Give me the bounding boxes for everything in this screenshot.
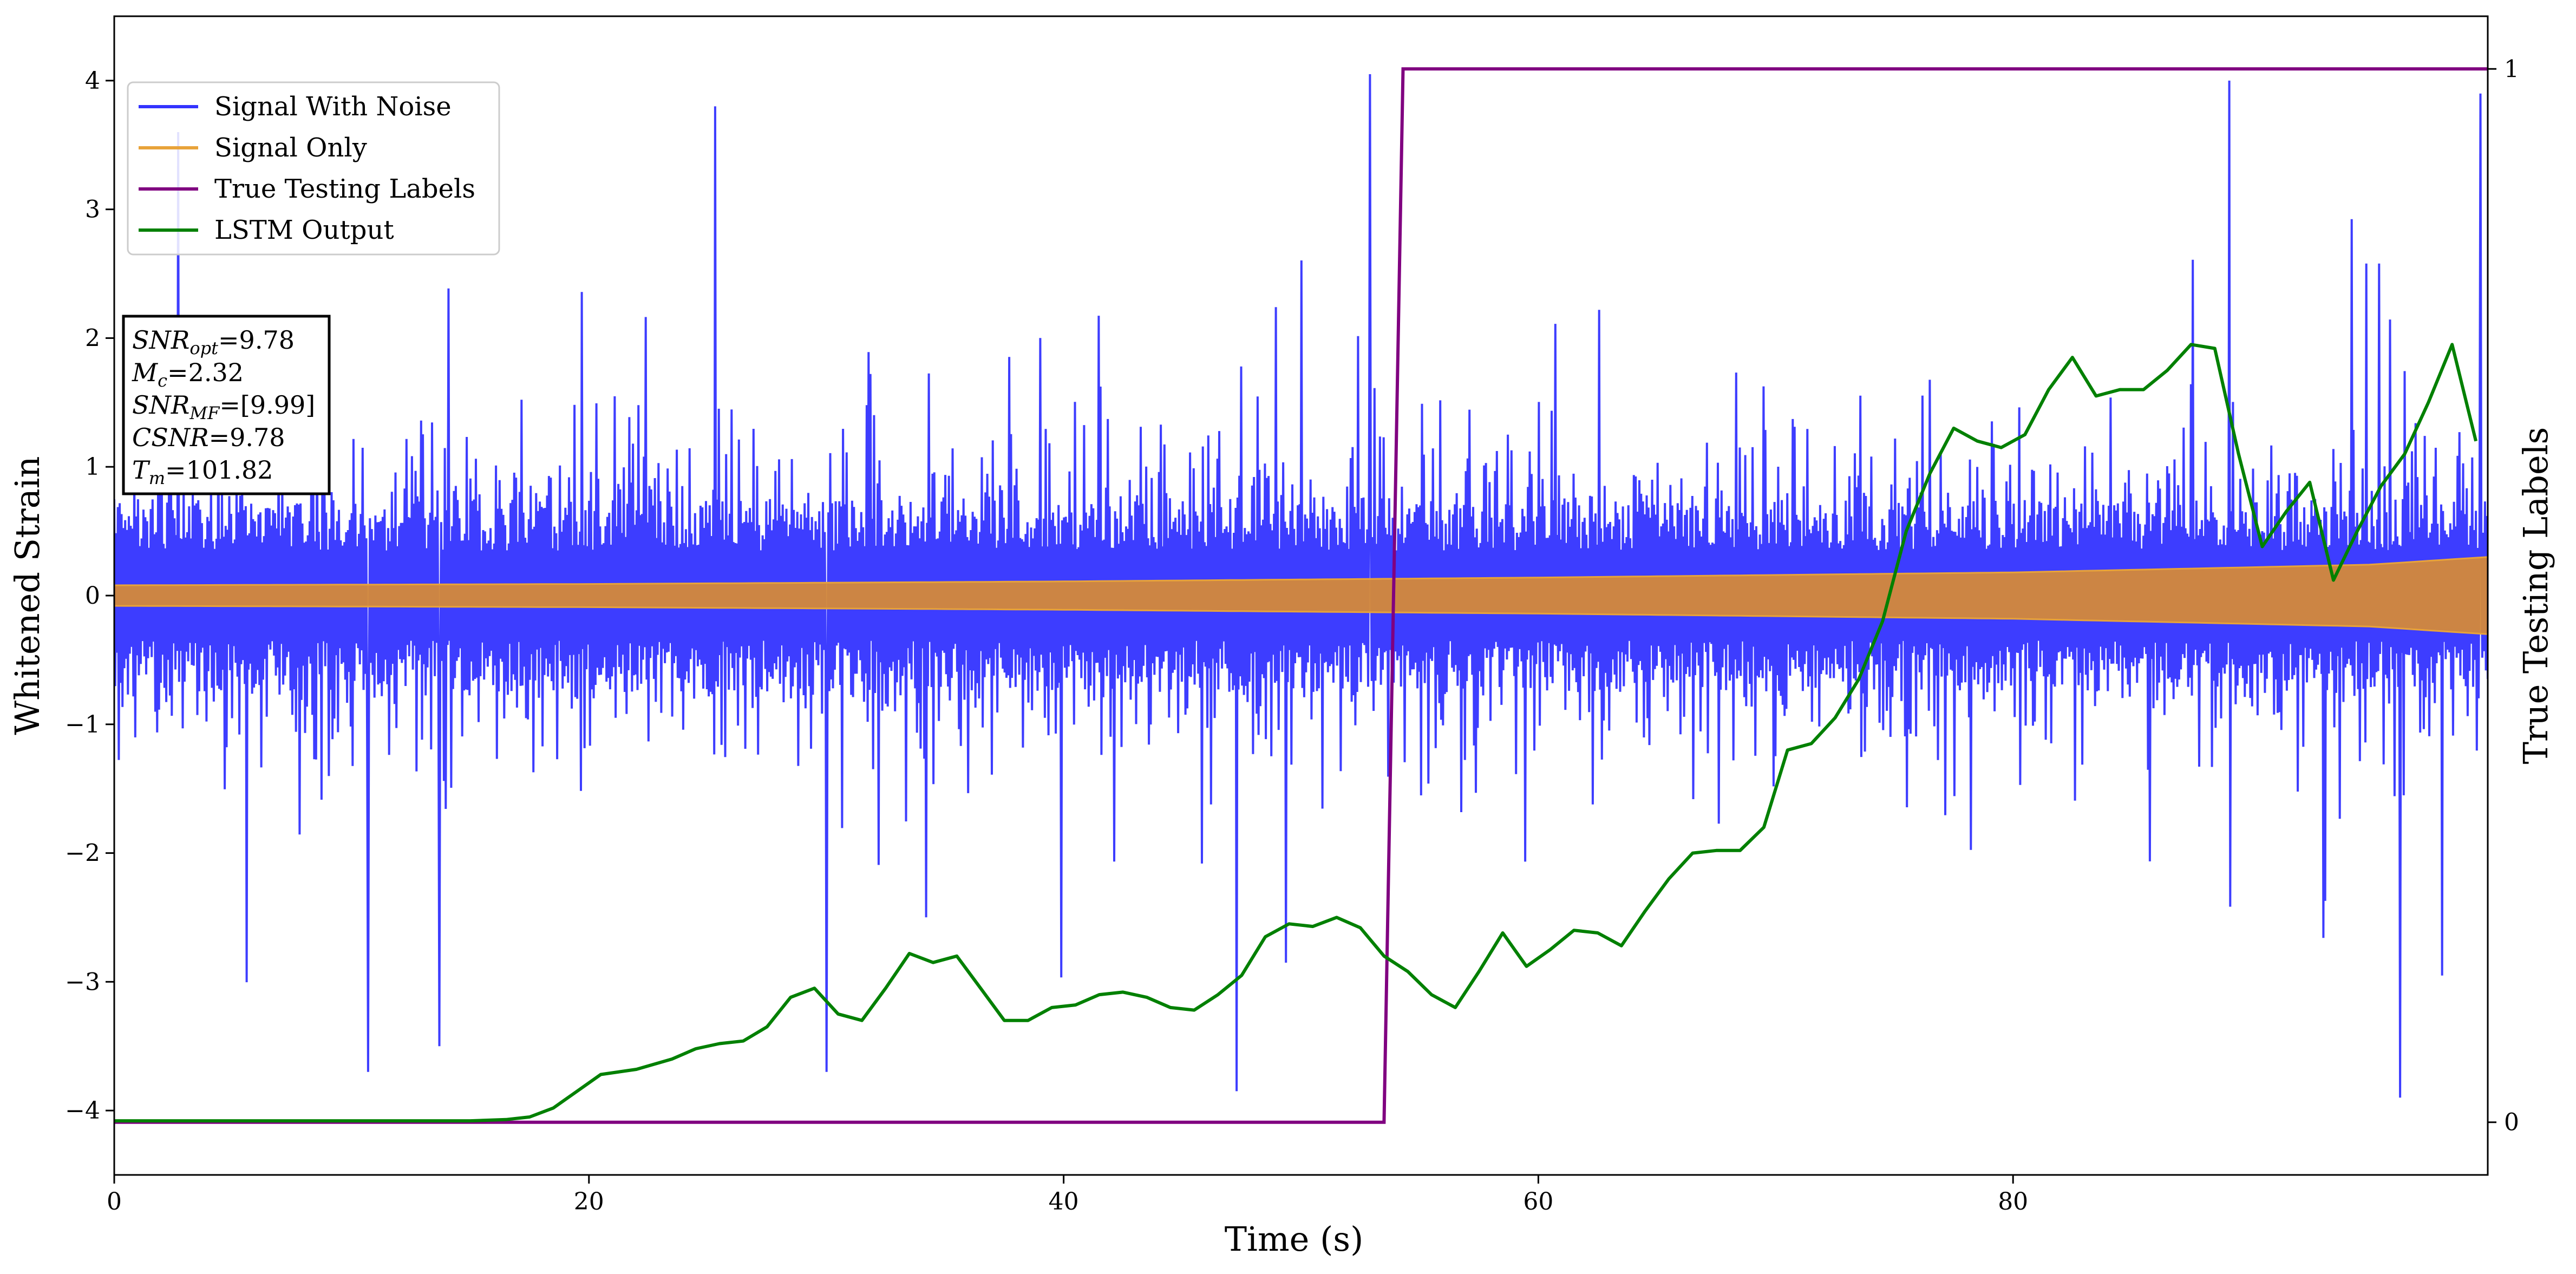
x-tick-label: 0 [107, 1188, 122, 1216]
y-tick-label: −1 [65, 711, 100, 739]
true-testing-labels-line [114, 67, 2488, 1124]
y-tick-label: −2 [65, 840, 100, 867]
annotation-line: SNRMF=[9.99] [132, 390, 315, 423]
lstm-output-line [114, 343, 2478, 1123]
annotation-line: CSNR=9.78 [132, 423, 285, 452]
legend: Signal With Noise Signal Only True Testing… [127, 81, 500, 256]
y2-tick-label: 0 [2504, 1109, 2519, 1136]
annotation-line: Mc=2.32 [132, 358, 244, 391]
y-tick-label: 0 [85, 582, 100, 610]
noise-line [114, 74, 2488, 1098]
y-tick-label: 3 [85, 196, 100, 224]
legend-box [127, 81, 500, 256]
y2-axis-title: True Testing Labels [2516, 427, 2555, 765]
legend-label: LSTM Output [214, 215, 394, 245]
lstm-output-series [114, 343, 2478, 1123]
x-axis-ticks: 0 20 40 60 80 [107, 1175, 2028, 1216]
legend-label: Signal With Noise [214, 92, 452, 122]
legend-label: Signal Only [214, 133, 367, 163]
x-axis-title: Time (s) [1225, 1219, 1364, 1259]
x-tick-label: 20 [574, 1188, 604, 1216]
y-axis-title: Whitened Strain [8, 456, 47, 735]
legend-label: True Testing Labels [214, 174, 475, 204]
y-tick-label: −4 [65, 1097, 100, 1125]
x-tick-label: 80 [1998, 1188, 2028, 1216]
y-tick-label: 1 [85, 453, 100, 481]
x-tick-label: 40 [1049, 1188, 1079, 1216]
y-tick-label: 2 [85, 324, 100, 352]
y2-axis-ticks: 01 [2488, 55, 2519, 1136]
annotation-line: Tm=101.82 [132, 455, 273, 488]
annotation-frame [122, 315, 331, 495]
y-axis-ticks: −4 −3 −2 −1 0 1 2 3 4 [65, 67, 114, 1125]
annotation-line: SNRopt=9.78 [132, 325, 295, 358]
signal-with-noise-series [114, 74, 2488, 1098]
y-tick-label: −3 [65, 968, 100, 996]
y-tick-label: 4 [85, 67, 100, 95]
y2-tick-label: 1 [2504, 55, 2519, 83]
true-testing-labels-series [114, 67, 2488, 1124]
x-tick-label: 60 [1523, 1188, 1553, 1216]
